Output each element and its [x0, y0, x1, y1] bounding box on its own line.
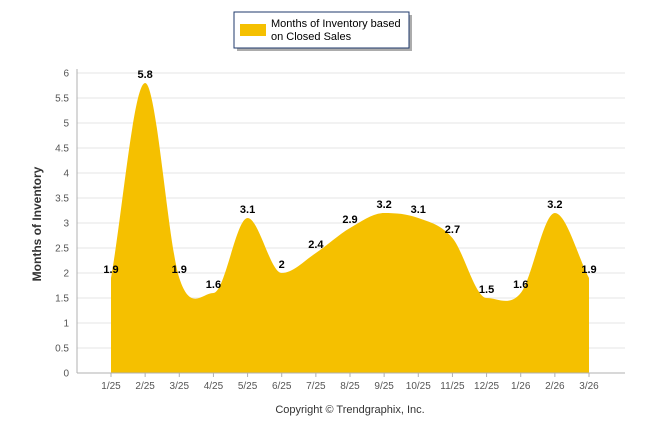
y-tick-label: 5.5: [55, 94, 69, 105]
y-tick-label: 0: [63, 369, 69, 380]
axes: [76, 69, 625, 374]
copyright-text: Copyright © Trendgraphix, Inc.: [275, 404, 424, 416]
x-tick-label: 2/25: [135, 381, 155, 392]
legend-label-line1: Months of Inventory based: [271, 18, 401, 30]
y-tick-label: 6: [63, 69, 69, 80]
legend-label-line2: on Closed Sales: [271, 31, 352, 43]
legend: Months of Inventory based on Closed Sale…: [233, 11, 412, 51]
y-axis-title: Months of Inventory: [30, 166, 44, 281]
x-tick-label: 10/25: [406, 381, 431, 392]
x-tick-label: 3/26: [579, 381, 599, 392]
data-label: 1.9: [581, 264, 596, 276]
x-axis-ticks: 1/25 2/25 3/25 4/25 5/25 6/25 7/25 8/25 9/25 10/2…: [101, 373, 599, 392]
series-area: [111, 83, 589, 373]
data-label: 3.1: [240, 204, 255, 216]
data-label: 1.6: [513, 279, 528, 291]
y-tick-label: 4.5: [55, 144, 69, 155]
y-tick-label: 4: [63, 169, 69, 180]
data-label: 5.8: [137, 69, 152, 81]
x-tick-label: 2/26: [545, 381, 565, 392]
x-tick-label: 4/25: [204, 381, 224, 392]
data-label: 2: [279, 259, 285, 271]
y-tick-label: 5: [63, 119, 69, 130]
y-tick-label: 1.5: [55, 294, 69, 305]
data-labels: 1.9 5.8 1.9 1.6 3.1 2 2.4 2.9 3.2 3.1 2.7 1.5 1.6 3.2…: [103, 69, 596, 296]
x-tick-label: 11/25: [440, 381, 465, 392]
x-tick-label: 7/25: [306, 381, 326, 392]
legend-swatch: [240, 24, 266, 36]
data-label: 1.9: [103, 264, 118, 276]
x-tick-label: 1/26: [511, 381, 531, 392]
data-label: 3.1: [411, 204, 426, 216]
y-tick-label: 3.5: [55, 194, 69, 205]
data-label: 2.9: [342, 214, 357, 226]
y-tick-label: 3: [63, 219, 69, 230]
data-label: 3.2: [547, 199, 562, 211]
data-label: 2.7: [445, 224, 460, 236]
y-axis-ticks: 0 0.5 1 1.5 2 2.5 3 3.5 4 4.5 5 5.5 6: [55, 69, 69, 380]
data-label: 1.9: [172, 264, 187, 276]
data-label: 3.2: [376, 199, 391, 211]
data-label: 1.5: [479, 284, 494, 296]
x-tick-label: 9/25: [374, 381, 394, 392]
data-label: 1.6: [206, 279, 221, 291]
y-tick-label: 1: [63, 319, 69, 330]
series-area-fill: [111, 83, 589, 373]
x-tick-label: 5/25: [238, 381, 258, 392]
x-tick-label: 3/25: [170, 381, 190, 392]
x-tick-label: 8/25: [340, 381, 360, 392]
x-tick-label: 1/25: [101, 381, 121, 392]
y-tick-label: 2: [63, 269, 69, 280]
data-label: 2.4: [308, 239, 324, 251]
x-tick-label: 6/25: [272, 381, 292, 392]
x-tick-label: 12/25: [474, 381, 499, 392]
y-tick-label: 2.5: [55, 244, 69, 255]
y-tick-label: 0.5: [55, 344, 69, 355]
